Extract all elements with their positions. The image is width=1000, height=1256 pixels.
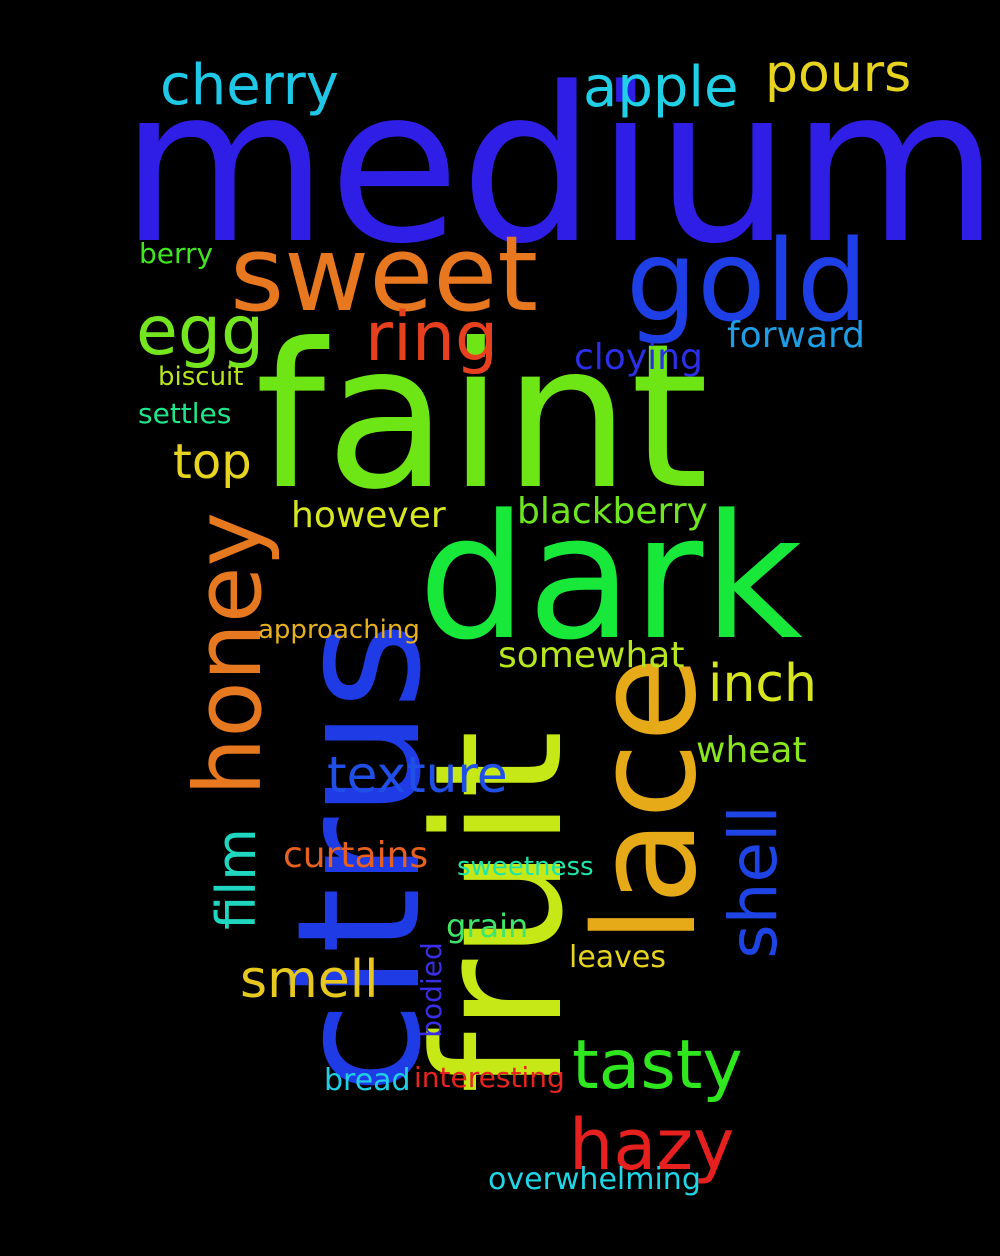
word-somewhat: somewhat: [498, 635, 685, 676]
word-lace: lace: [565, 656, 728, 944]
word-ring: ring: [365, 298, 499, 377]
word-curtains: curtains: [283, 835, 429, 876]
word-texture: texture: [327, 746, 508, 804]
word-interesting: interesting: [414, 1061, 565, 1094]
word-gold: gold: [626, 217, 868, 347]
word-tasty: tasty: [572, 1026, 743, 1105]
word-bread: bread: [324, 1063, 411, 1098]
word-film: film: [205, 828, 268, 930]
word-inch: inch: [708, 654, 817, 714]
word-dark: dark: [418, 477, 803, 678]
word-blackberry: blackberry: [517, 491, 708, 532]
word-wheat: wheat: [696, 730, 807, 771]
word-cloying: cloying: [574, 337, 703, 378]
word-faint: faint: [255, 301, 709, 534]
word-honey: honey: [175, 512, 282, 796]
word-settles: settles: [138, 397, 232, 430]
word-grain: grain: [446, 907, 529, 945]
word-top: top: [173, 434, 252, 490]
word-biscuit: biscuit: [158, 362, 244, 392]
word-leaves: leaves: [569, 940, 667, 975]
word-berry: berry: [139, 237, 214, 270]
word-shell: shell: [715, 805, 792, 959]
word-egg: egg: [136, 292, 265, 371]
word-hazy: hazy: [569, 1104, 735, 1186]
word-bodied: bodied: [415, 942, 448, 1038]
word-overwhelming: overwhelming: [488, 1162, 701, 1197]
word-sweet: sweet: [230, 213, 538, 335]
word-forward: forward: [727, 315, 866, 356]
word-however: however: [291, 495, 446, 536]
word-apple: apple: [583, 55, 739, 120]
word-medium: medium: [120, 42, 1000, 291]
word-smell: smell: [240, 950, 379, 1010]
word-cherry: cherry: [160, 53, 339, 118]
word-approaching: approaching: [258, 615, 420, 645]
word-pours: pours: [765, 44, 912, 104]
word-sweetness: sweetness: [457, 852, 594, 882]
